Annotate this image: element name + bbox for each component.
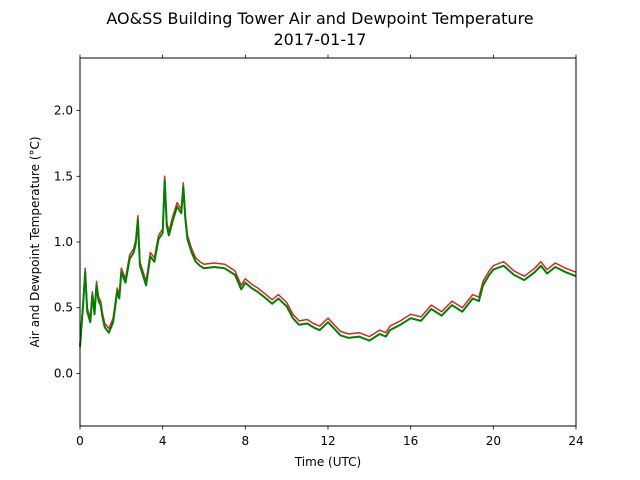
y-tick-label: 0.0: [54, 366, 73, 380]
x-tick-label: 0: [76, 434, 84, 448]
y-tick-label: 2.0: [54, 104, 73, 118]
series-line-2: [79, 179, 577, 348]
plot-area-frame: [79, 57, 577, 427]
x-tick-label: 24: [568, 434, 583, 448]
y-tick-label: 1.0: [54, 235, 73, 249]
x-tick-label: 4: [159, 434, 167, 448]
x-tick-label: 20: [486, 434, 501, 448]
x-tick-label: 16: [403, 434, 418, 448]
x-tick-label: 12: [320, 434, 335, 448]
x-tick-label: 8: [242, 434, 250, 448]
ticks-layer: 0 4 8 12 16 20 24 0.0 0.5 1.0 1.5 2.0: [54, 54, 584, 448]
chart-title: AO&SS Building Tower Air and Dewpoint Te…: [106, 9, 533, 28]
chart-subtitle: 2017-01-17: [274, 30, 367, 49]
y-axis-label: Air and Dewpoint Temperature (°C): [28, 136, 42, 347]
series-layer: [79, 175, 577, 348]
y-tick-label: 0.5: [54, 301, 73, 315]
y-tick-label: 1.5: [54, 169, 73, 183]
series-line-1: [79, 175, 577, 345]
x-axis-label: Time (UTC): [294, 455, 361, 469]
